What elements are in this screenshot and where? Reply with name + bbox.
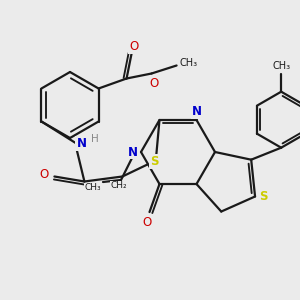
Text: N: N bbox=[191, 106, 202, 118]
Text: CH₃: CH₃ bbox=[272, 61, 290, 71]
Text: O: O bbox=[143, 215, 152, 229]
Text: O: O bbox=[129, 40, 138, 53]
Text: CH₃: CH₃ bbox=[85, 184, 101, 193]
Text: CH₂: CH₂ bbox=[111, 182, 127, 190]
Text: O: O bbox=[40, 168, 49, 181]
Text: S: S bbox=[150, 155, 159, 168]
Text: S: S bbox=[259, 190, 267, 203]
Text: N: N bbox=[76, 137, 86, 150]
Text: H: H bbox=[91, 134, 98, 145]
Text: O: O bbox=[149, 77, 158, 90]
Text: N: N bbox=[128, 146, 138, 158]
Text: CH₃: CH₃ bbox=[179, 58, 198, 68]
